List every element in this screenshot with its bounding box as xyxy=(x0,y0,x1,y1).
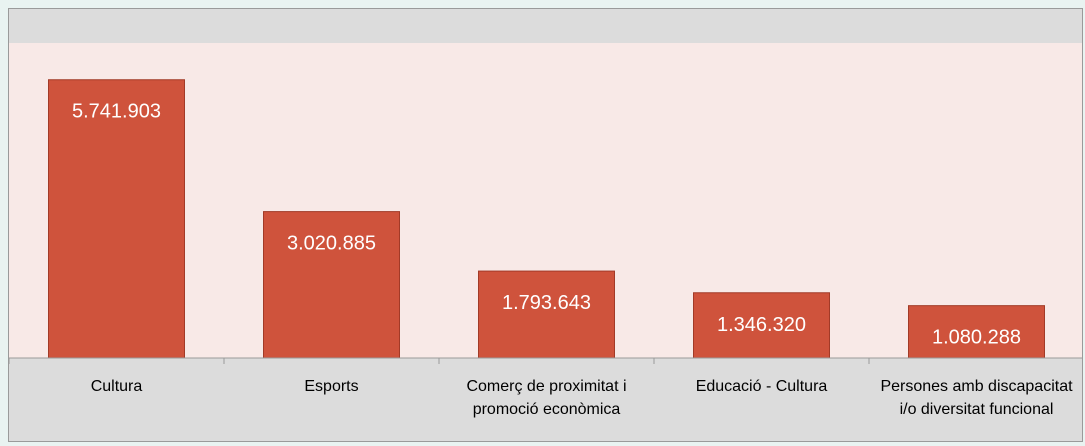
x-axis-category-label: promoció econòmica xyxy=(473,401,621,418)
x-axis-category-label: Educació - Cultura xyxy=(696,378,828,395)
bar xyxy=(48,79,185,359)
x-axis-category-label: Persones amb discapacitat xyxy=(880,378,1073,395)
x-axis-category-label: Esports xyxy=(304,378,358,395)
bar xyxy=(693,292,830,359)
bar-value-label: 1.346.320 xyxy=(717,314,806,336)
bar-chart: 5.741.903 3.020.885 1.793.643 1.346.320 1.08… xyxy=(9,43,1082,418)
bar-value-label: 3.020.885 xyxy=(287,233,376,255)
bar-value-label: 1.793.643 xyxy=(502,292,591,314)
x-axis-category-label: Comerç de proximitat i xyxy=(466,378,626,395)
x-axis-category-label: Cultura xyxy=(91,378,143,395)
bar xyxy=(908,305,1045,359)
x-axis-category-label: i/o diversitat funcional xyxy=(900,401,1054,418)
bars-layer: 5.741.903 3.020.885 1.793.643 1.346.320 1.08… xyxy=(48,79,1045,359)
chart-frame: 5.741.903 3.020.885 1.793.643 1.346.320 1.08… xyxy=(8,8,1083,442)
ticks-layer xyxy=(9,358,870,364)
bar xyxy=(478,270,615,359)
bar xyxy=(263,211,400,359)
bar-value-label: 5.741.903 xyxy=(72,101,161,123)
bar-value-label: 1.080.288 xyxy=(932,327,1021,349)
labels-layer: Cultura Esports Comerç de proximitat i prom… xyxy=(91,378,1073,418)
